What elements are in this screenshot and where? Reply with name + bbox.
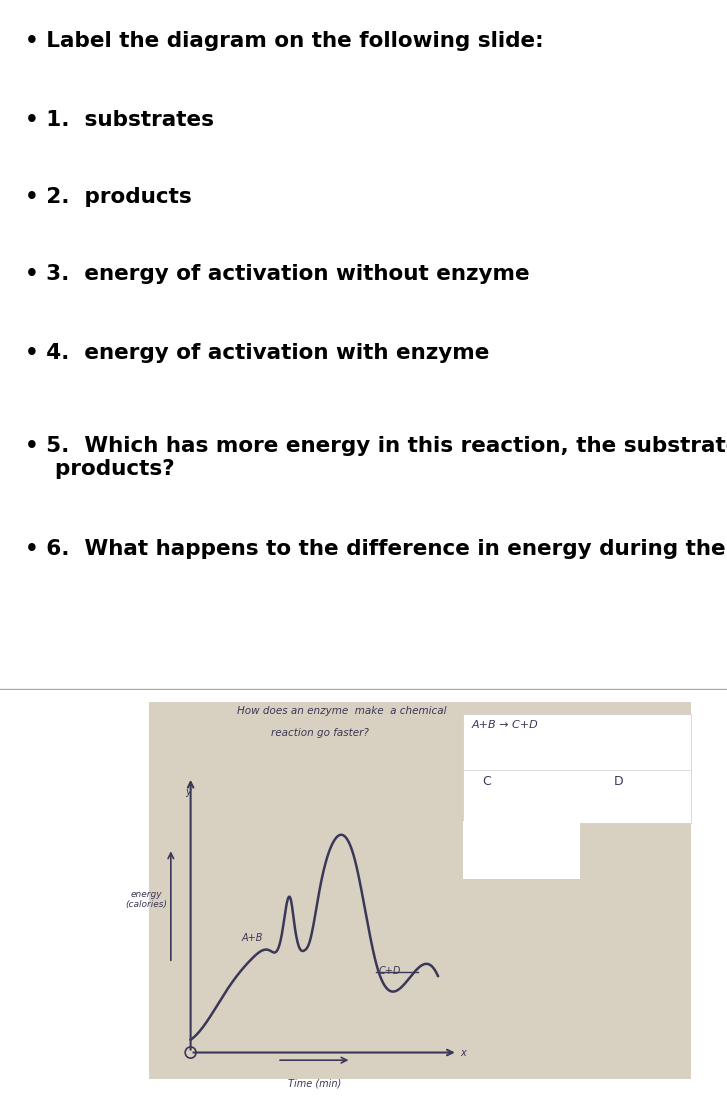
FancyBboxPatch shape [149, 703, 691, 1079]
FancyBboxPatch shape [462, 770, 691, 823]
Text: • Label the diagram on the following slide:: • Label the diagram on the following sli… [25, 31, 544, 51]
Text: A: A [428, 828, 437, 840]
Text: energy
(calories): energy (calories) [125, 890, 167, 909]
Text: A+B → C+D: A+B → C+D [471, 720, 538, 731]
Text: B: B [431, 873, 440, 886]
Text: How does an enzyme  make  a chemical: How does an enzyme make a chemical [237, 706, 446, 716]
Text: • 4.  energy of activation with enzyme: • 4. energy of activation with enzyme [25, 344, 490, 363]
Text: • 3.  energy of activation without enzyme: • 3. energy of activation without enzyme [25, 265, 530, 285]
FancyBboxPatch shape [462, 715, 691, 772]
Text: • 1.  substrates: • 1. substrates [25, 109, 214, 130]
FancyBboxPatch shape [420, 821, 579, 879]
Text: A+B: A+B [241, 933, 263, 943]
Text: • 5.  Which has more energy in this reaction, the substrates or the
    products: • 5. Which has more energy in this react… [25, 437, 727, 479]
Text: reaction go faster?: reaction go faster? [271, 728, 369, 738]
Text: x: x [460, 1048, 466, 1058]
Text: • 6.  What happens to the difference in energy during the reaction: • 6. What happens to the difference in e… [25, 540, 727, 560]
Text: C+D: C+D [379, 966, 401, 976]
Text: y: y [185, 787, 191, 798]
Text: • 2.  products: • 2. products [25, 187, 192, 207]
Text: Time (min): Time (min) [288, 1078, 341, 1088]
Text: C: C [483, 775, 491, 787]
Text: D: D [614, 775, 624, 787]
